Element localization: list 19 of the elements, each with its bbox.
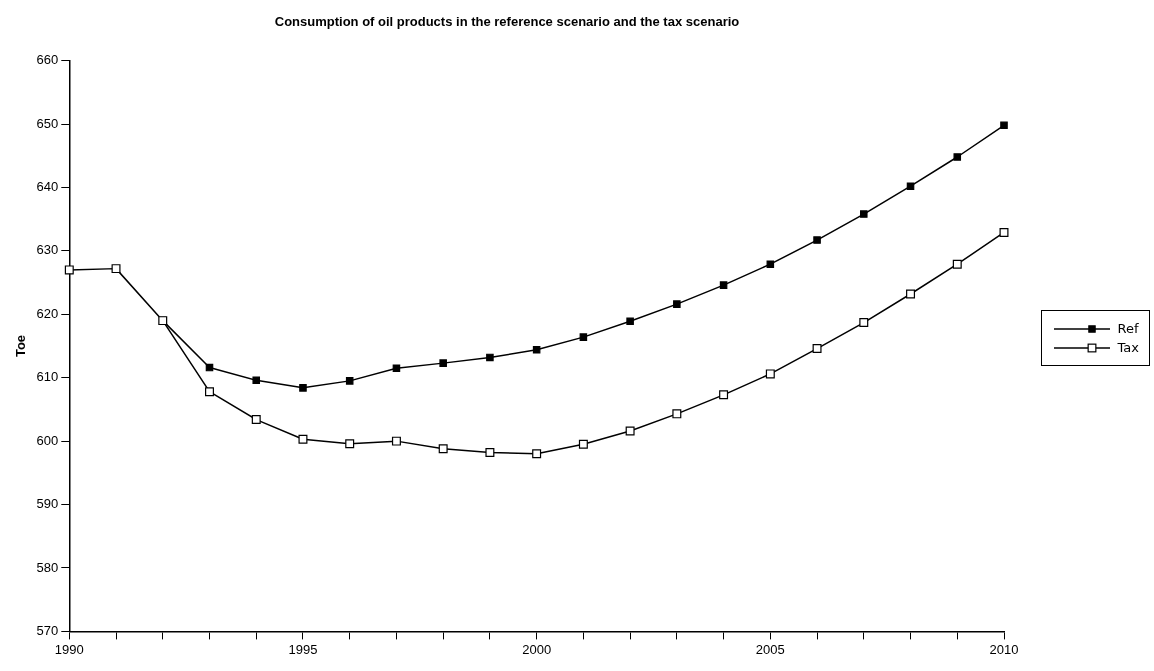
y-tick-label: 570 xyxy=(36,622,59,638)
y-tick-label: 660 xyxy=(36,52,59,68)
y-tick-label: 640 xyxy=(36,179,59,195)
y-tick-label: 630 xyxy=(36,242,59,258)
y-tick-label: 600 xyxy=(36,432,59,448)
y-tick-label: 650 xyxy=(36,115,59,131)
x-tick-label: 2010 xyxy=(989,641,1019,657)
y-tick-label: 620 xyxy=(36,305,59,321)
chart-title: Consumption of oil products in the reference scenario and the tax scenario xyxy=(274,14,740,30)
x-tick-label: 1990 xyxy=(54,641,84,657)
y-tick-label: 580 xyxy=(36,559,59,575)
x-tick-label: 2000 xyxy=(522,641,552,657)
x-tick-label: 2005 xyxy=(755,641,785,657)
y-axis-title: Toe xyxy=(13,334,29,358)
legend-label: Tax xyxy=(1117,340,1139,355)
y-tick-label: 610 xyxy=(36,369,59,385)
x-tick-label: 1995 xyxy=(288,641,318,657)
y-tick-label: 590 xyxy=(36,496,59,512)
legend-label: Ref xyxy=(1117,321,1139,336)
